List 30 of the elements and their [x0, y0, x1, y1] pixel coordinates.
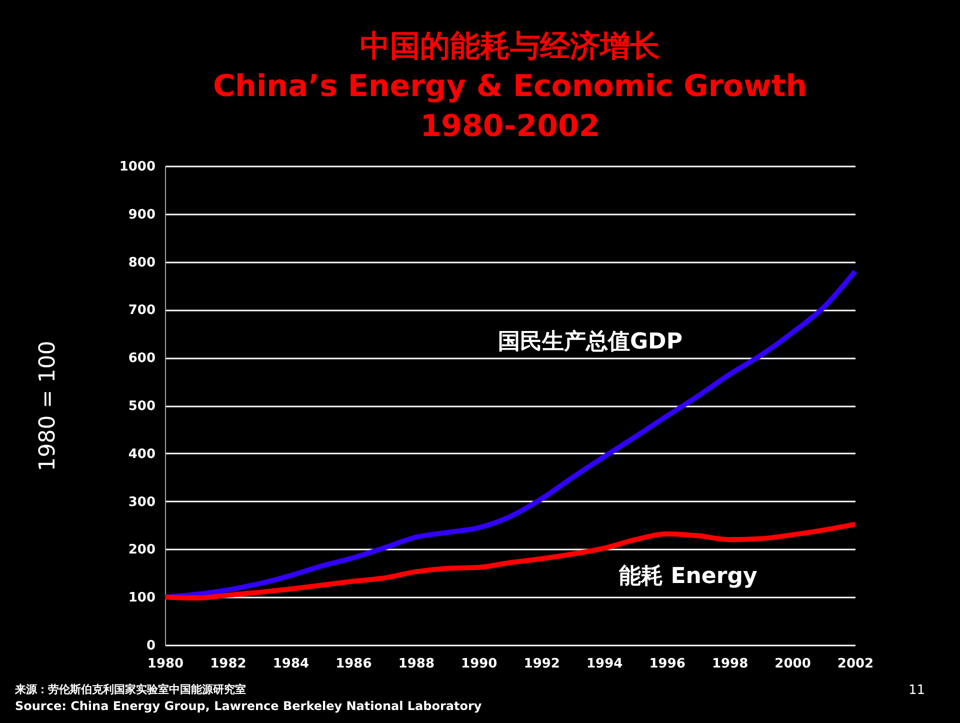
- x-tick-label: 1992: [524, 656, 560, 672]
- y-tick-label: 600: [128, 351, 156, 366]
- y-tick-label: 500: [128, 399, 156, 414]
- x-tick-label: 1990: [461, 656, 498, 672]
- y-tick-label: 300: [128, 494, 156, 510]
- x-tick-label: 1998: [712, 656, 748, 672]
- y-tick-label: 400: [128, 446, 156, 462]
- series-label: 国民生产总值GDP: [498, 328, 682, 355]
- x-tick-label: 1988: [398, 656, 435, 672]
- x-tick-label: 1980: [147, 656, 184, 672]
- x-tick-label: 1996: [649, 656, 686, 672]
- y-tick-label: 100: [128, 590, 156, 606]
- x-tick-label: 2000: [774, 656, 811, 672]
- x-tick-label: 1986: [336, 656, 372, 672]
- y-tick-label: 900: [128, 207, 156, 222]
- text: 11: [908, 683, 925, 698]
- y-tick-label: 700: [128, 303, 156, 318]
- chart-title: 中国的能耗与经济增长 China’s Energy & Economic Growth 1980-2002: [212, 29, 808, 144]
- x-tick-label: 1984: [272, 656, 310, 672]
- series-label: 能耗 Energy: [619, 564, 758, 589]
- y-tick-label: 0: [146, 638, 156, 654]
- y-tick-label: 800: [128, 255, 156, 270]
- x-tick-label: 1994: [586, 656, 623, 672]
- y-axis-title: 1980 = 100: [35, 340, 60, 472]
- x-tick-label: 1982: [210, 656, 246, 672]
- y-tick-label: 1000: [119, 160, 156, 174]
- source-note: Source: China Energy Group, Lawrence Berkeley National Laboratory: [15, 699, 482, 713]
- source-note: 来源：劳伦斯伯克利国家实验室中国能源研究室: [14, 683, 246, 696]
- y-tick-label: 200: [128, 542, 156, 558]
- x-tick-label: 2002: [837, 656, 874, 672]
